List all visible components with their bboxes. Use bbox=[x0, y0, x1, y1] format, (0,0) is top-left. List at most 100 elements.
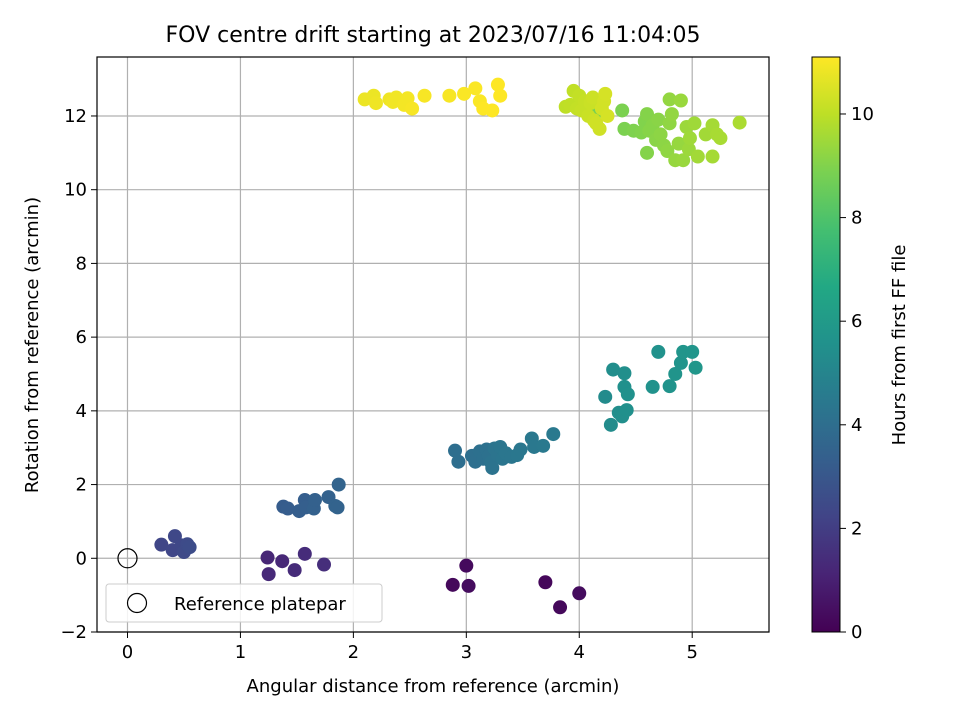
data-point bbox=[493, 88, 508, 103]
data-point bbox=[182, 540, 197, 555]
data-point bbox=[485, 460, 500, 475]
y-axis-ticks: −2 0 2 4 6 8 10 12 bbox=[60, 106, 97, 643]
plot-frame bbox=[96, 56, 770, 633]
x-tick-label: 4 bbox=[574, 642, 585, 663]
data-point bbox=[330, 500, 345, 515]
plot-points bbox=[117, 77, 747, 615]
data-point bbox=[682, 131, 697, 146]
colorbar-tick-label: 8 bbox=[851, 208, 862, 229]
data-point bbox=[538, 575, 553, 590]
colorbar: 0 2 4 6 8 10 Hours from first FF file bbox=[811, 56, 910, 643]
legend: Reference platepar bbox=[105, 583, 383, 623]
data-point bbox=[417, 88, 432, 103]
colorbar-frame bbox=[811, 56, 841, 633]
data-point bbox=[651, 344, 666, 359]
data-point bbox=[445, 577, 460, 592]
data-point bbox=[442, 88, 457, 103]
colorbar-ticks: 0 2 4 6 8 10 bbox=[840, 104, 874, 643]
data-point bbox=[668, 366, 683, 381]
y-tick-label: 12 bbox=[64, 106, 87, 127]
reference-point bbox=[117, 548, 138, 569]
data-point bbox=[620, 387, 635, 402]
data-point bbox=[662, 92, 677, 107]
data-point bbox=[673, 355, 688, 370]
data-point bbox=[662, 379, 677, 394]
data-point bbox=[619, 403, 634, 418]
x-tick-label: 5 bbox=[686, 642, 697, 663]
data-point bbox=[331, 477, 346, 492]
data-point bbox=[448, 443, 463, 458]
data-point bbox=[603, 417, 618, 432]
colorbar-tick-label: 2 bbox=[851, 518, 862, 539]
x-axis-ticks: 0 1 2 3 4 5 bbox=[122, 632, 698, 663]
colorbar-tick-label: 6 bbox=[851, 311, 862, 332]
data-point bbox=[154, 537, 169, 552]
y-tick-label: −2 bbox=[60, 622, 87, 643]
legend-box bbox=[105, 583, 383, 623]
legend-label-reference: Reference platepar bbox=[174, 594, 346, 615]
data-point bbox=[307, 493, 322, 508]
x-tick-label: 2 bbox=[348, 642, 359, 663]
data-point bbox=[645, 379, 660, 394]
data-point bbox=[653, 127, 668, 142]
y-tick-label: 10 bbox=[64, 180, 87, 201]
data-point bbox=[615, 103, 630, 118]
data-point bbox=[280, 501, 295, 516]
colorbar-fill bbox=[812, 57, 840, 632]
y-tick-label: 4 bbox=[76, 401, 87, 422]
data-point bbox=[461, 578, 476, 593]
data-point bbox=[468, 81, 483, 96]
y-tick-label: 6 bbox=[76, 327, 87, 348]
data-point bbox=[287, 563, 302, 578]
data-point bbox=[651, 112, 666, 127]
data-point bbox=[685, 344, 700, 359]
data-point bbox=[687, 116, 702, 131]
data-point bbox=[572, 586, 587, 601]
data-point bbox=[600, 108, 615, 123]
data-point bbox=[317, 557, 332, 572]
legend-marker-reference bbox=[126, 592, 148, 614]
data-point bbox=[546, 427, 561, 442]
data-point bbox=[485, 103, 500, 118]
data-point bbox=[598, 389, 613, 404]
data-point bbox=[713, 131, 728, 146]
data-point bbox=[598, 86, 613, 101]
data-point bbox=[690, 149, 705, 164]
data-point bbox=[368, 96, 383, 111]
data-point bbox=[606, 362, 621, 377]
data-point bbox=[553, 600, 568, 615]
data-point bbox=[585, 90, 600, 105]
data-point bbox=[275, 554, 290, 569]
y-tick-label: 0 bbox=[76, 548, 87, 569]
data-point bbox=[260, 550, 275, 565]
data-point bbox=[705, 149, 720, 164]
data-point bbox=[676, 153, 691, 168]
data-point bbox=[640, 145, 655, 160]
chart-title: FOV centre drift starting at 2023/07/16 … bbox=[166, 23, 701, 48]
data-point bbox=[617, 366, 632, 381]
colorbar-tick-label: 0 bbox=[851, 622, 862, 643]
data-point bbox=[490, 77, 505, 92]
data-point bbox=[673, 93, 688, 108]
data-point bbox=[297, 546, 312, 561]
data-point bbox=[640, 107, 655, 122]
x-axis-label: Angular distance from reference (arcmin) bbox=[247, 676, 620, 697]
data-point bbox=[660, 143, 675, 158]
data-point bbox=[536, 438, 551, 453]
data-point bbox=[451, 454, 466, 469]
data-point bbox=[732, 115, 747, 130]
data-point bbox=[513, 442, 528, 457]
x-tick-label: 3 bbox=[461, 642, 472, 663]
colorbar-label: Hours from first FF file bbox=[889, 245, 910, 446]
data-point bbox=[592, 121, 607, 136]
data-point bbox=[459, 558, 474, 573]
x-tick-label: 1 bbox=[235, 642, 246, 663]
y-axis-label: Rotation from reference (arcmin) bbox=[22, 197, 43, 493]
y-tick-label: 8 bbox=[76, 253, 87, 274]
y-tick-label: 2 bbox=[76, 475, 87, 496]
data-point bbox=[664, 107, 679, 122]
data-point bbox=[688, 360, 703, 375]
data-point bbox=[405, 101, 420, 116]
data-point bbox=[457, 86, 472, 101]
